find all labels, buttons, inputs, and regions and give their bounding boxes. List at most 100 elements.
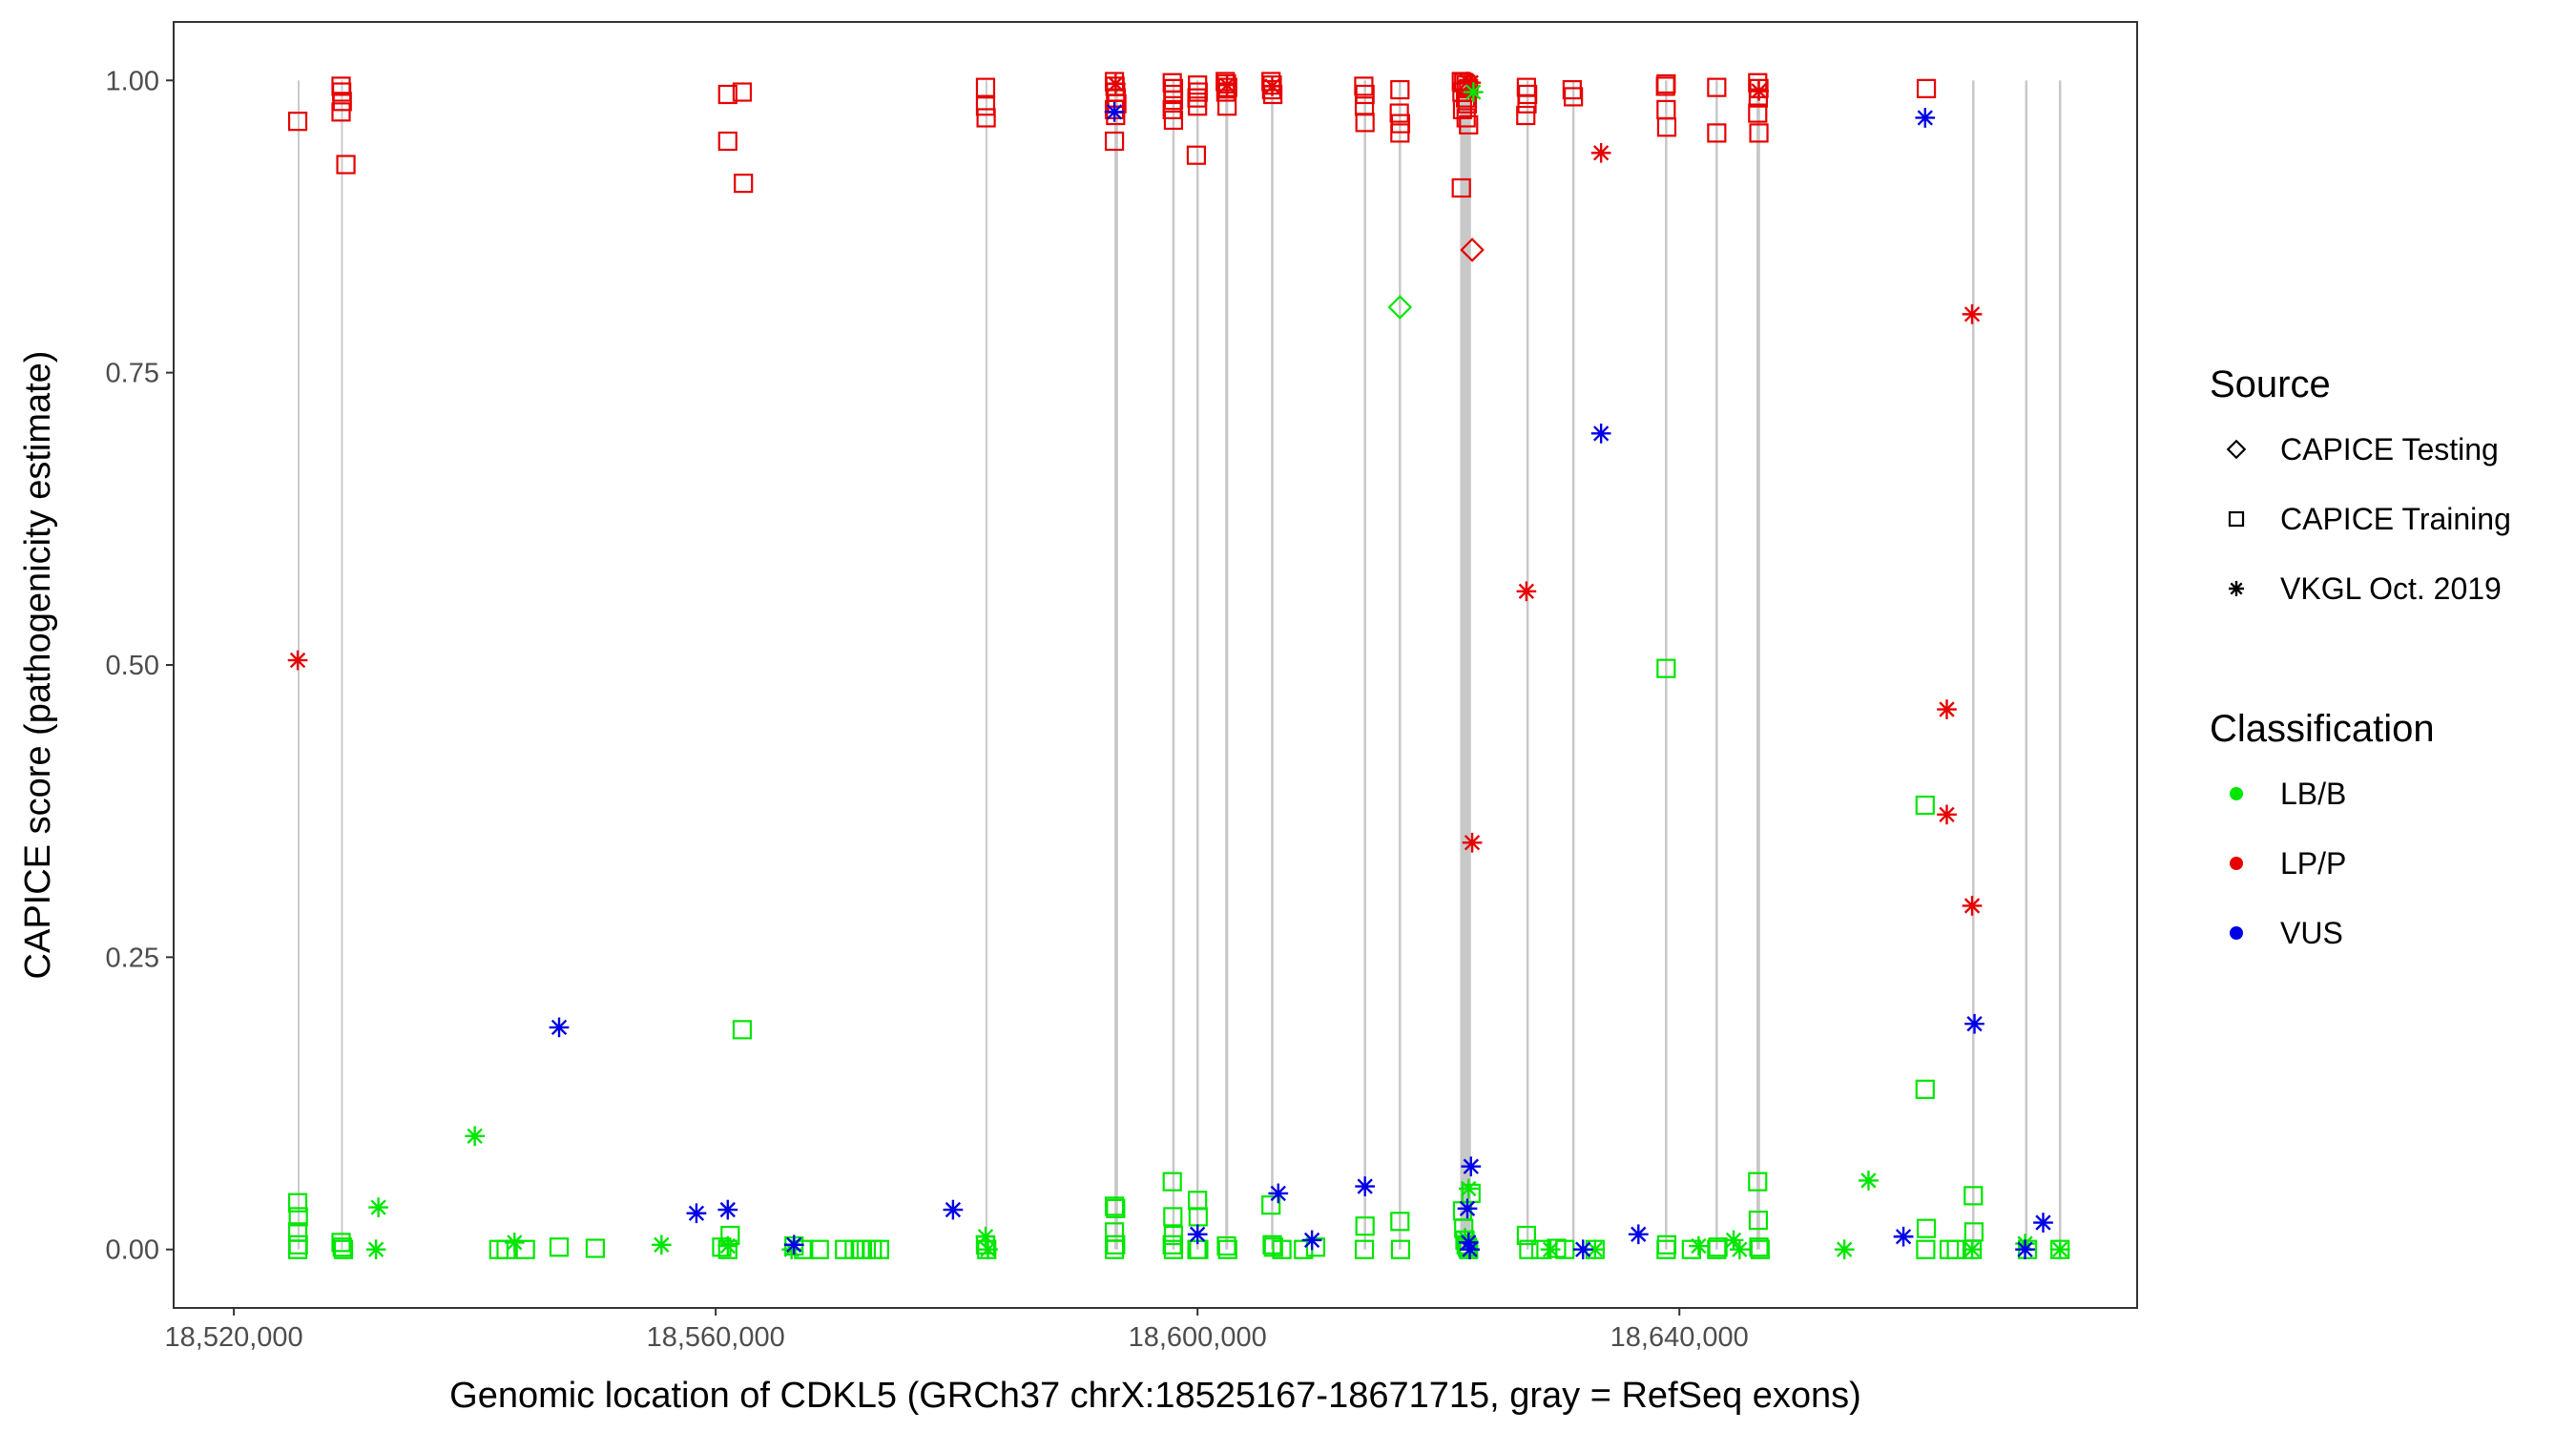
data-point — [809, 1239, 829, 1259]
exon-band — [1363, 80, 1366, 1250]
data-point — [1707, 77, 1727, 97]
data-point — [365, 1239, 386, 1260]
data-point — [1456, 108, 1476, 128]
legend: Source CAPICE Testing CAPICE Training VKGL … — [2210, 363, 2511, 950]
data-point — [1962, 304, 1983, 324]
legend-label: CAPICE Training — [2280, 502, 2511, 536]
data-point — [287, 1192, 308, 1213]
data-point — [1707, 123, 1727, 143]
data-point — [1707, 1239, 1727, 1259]
data-point — [1916, 1218, 1937, 1238]
data-point — [1354, 1239, 1375, 1259]
data-point — [1562, 79, 1582, 100]
legend-key — [2228, 510, 2245, 528]
data-point — [869, 1239, 889, 1259]
data-point — [835, 1239, 855, 1259]
exon-band — [985, 80, 987, 1250]
legend-label: VUS — [2280, 916, 2343, 950]
data-points — [287, 72, 2070, 1260]
data-point — [1162, 1234, 1182, 1255]
data-point — [978, 1239, 998, 1260]
data-point — [1457, 93, 1478, 114]
data-point — [1188, 82, 1208, 102]
data-point — [1451, 177, 1471, 198]
data-point — [1748, 103, 1768, 123]
data-point — [686, 1203, 707, 1224]
data-point — [1387, 295, 1413, 320]
data-point — [1516, 105, 1536, 126]
legend-title: Classification — [2210, 708, 2435, 750]
data-point — [1216, 74, 1237, 95]
legend-label: CAPICE Testing — [2280, 432, 2499, 467]
data-point — [1655, 76, 1675, 96]
data-point — [1105, 73, 1126, 94]
data-point — [1749, 123, 1769, 143]
data-point — [1590, 424, 1611, 444]
x-tick-label: 18,560,000 — [647, 1322, 785, 1353]
data-point — [1459, 114, 1479, 135]
legend-classification: Classification LB/B LP/P VUS — [2210, 708, 2435, 950]
data-point — [1628, 1224, 1649, 1245]
data-point — [1216, 1235, 1236, 1256]
data-point — [1162, 1172, 1182, 1192]
data-point — [975, 77, 996, 97]
data-point — [1355, 113, 1375, 133]
data-point — [1517, 93, 1537, 114]
data-point — [1916, 1239, 1936, 1259]
data-point — [1187, 1224, 1208, 1245]
exon-band — [1756, 80, 1760, 1250]
data-point — [1305, 1237, 1326, 1257]
data-point — [1104, 102, 1125, 122]
data-point — [717, 84, 737, 105]
data-point — [1585, 1239, 1606, 1260]
data-point — [287, 112, 308, 132]
x-axis-title: Genomic location of CDKL5 (GRCh37 chrX:1… — [449, 1376, 1861, 1416]
y-tick-label: 0.25 — [106, 943, 159, 973]
data-point — [585, 1238, 606, 1258]
legend-label: LP/P — [2280, 846, 2346, 881]
data-point — [2033, 1213, 2053, 1233]
data-point — [1681, 1239, 1701, 1259]
exon-band — [2058, 80, 2062, 1250]
data-point — [1937, 699, 1957, 719]
data-point — [333, 1239, 354, 1259]
data-point — [1749, 80, 1769, 101]
data-point — [1162, 99, 1182, 120]
data-point — [1708, 1237, 1728, 1257]
data-point — [549, 1237, 570, 1257]
data-point — [1390, 79, 1410, 100]
data-point — [331, 1233, 351, 1253]
data-point — [783, 1234, 804, 1255]
y-tick-label: 0.50 — [106, 651, 159, 681]
data-point — [549, 1017, 570, 1038]
legend-key — [2230, 857, 2243, 870]
exon-band — [1665, 80, 1668, 1250]
data-point — [1390, 123, 1410, 143]
exon-band — [1225, 80, 1229, 1250]
data-point — [1572, 1239, 1593, 1260]
y-tick-label: 0.75 — [106, 359, 159, 389]
data-point — [734, 174, 754, 194]
series-capice-training-lp-p — [287, 72, 1937, 198]
data-point — [332, 92, 352, 112]
data-point — [1355, 1176, 1376, 1196]
series-vkgl-oct-2019-lp-p — [287, 72, 1983, 916]
legend-key — [2226, 439, 2247, 460]
data-point — [1261, 1195, 1281, 1215]
data-point — [1104, 1239, 1125, 1259]
exon-band — [1715, 80, 1718, 1250]
x-tick-label: 18,520,000 — [165, 1322, 303, 1353]
data-point — [287, 1239, 308, 1259]
data-point — [1390, 1239, 1411, 1259]
data-point — [1106, 105, 1126, 126]
data-point — [336, 155, 356, 175]
data-point — [1186, 145, 1207, 165]
data-point — [1389, 103, 1409, 123]
data-point — [1729, 1239, 1750, 1260]
data-point — [1460, 1239, 1480, 1260]
series-vkgl-oct-2019-vus — [549, 102, 2053, 1260]
exon-bands — [298, 80, 2062, 1250]
data-point — [1217, 1239, 1237, 1259]
y-axis-title: CAPICE score (pathogenicity estimate) — [18, 351, 58, 980]
